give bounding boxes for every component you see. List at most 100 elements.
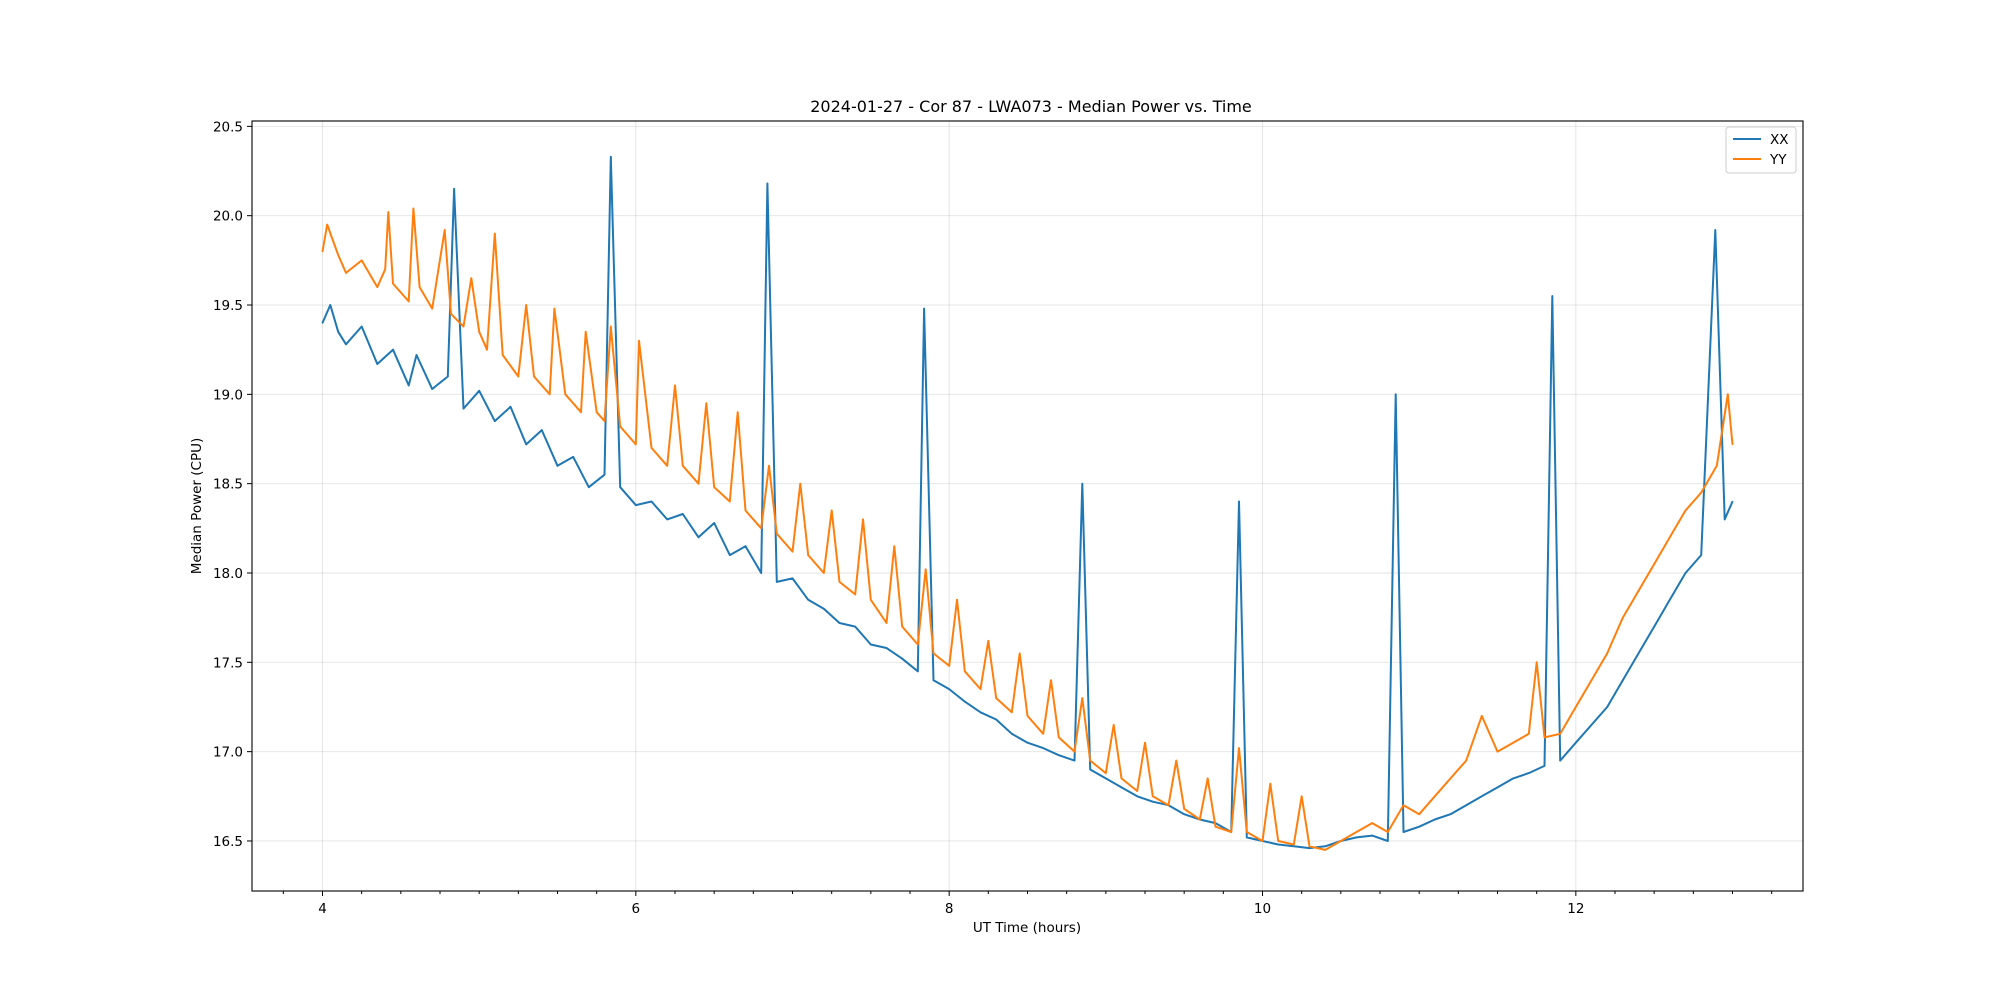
data-point-yy <box>360 259 363 262</box>
data-point-yy <box>321 250 324 253</box>
data-point-yy <box>1246 831 1248 833</box>
data-point-yy <box>893 545 896 547</box>
data-point-yy <box>1727 393 1729 396</box>
axis-ticks: 4 6 8 10 12 16.5 17.0 17.5 18.0 18.5 19.0 19.5 20.0 2… <box>213 119 1773 917</box>
data-point-yy <box>956 599 958 601</box>
data-point-xx <box>823 607 825 610</box>
data-point-yy <box>1050 679 1052 681</box>
data-point-xx <box>1465 804 1467 806</box>
data-point-xx <box>744 545 747 547</box>
data-point-yy <box>1324 849 1326 851</box>
data-point-xx <box>1528 772 1530 774</box>
data-point-yy <box>1355 831 1358 833</box>
data-point-xx <box>407 384 410 387</box>
data-point-xx <box>807 599 809 601</box>
data-point-xx <box>1089 768 1091 771</box>
y-tick-label: 20.0 <box>213 209 243 225</box>
data-point-xx <box>1590 724 1593 726</box>
data-point-xx <box>760 572 762 574</box>
data-point-xx <box>1606 706 1608 708</box>
data-point-xx <box>901 657 903 660</box>
data-point-yy <box>838 581 841 583</box>
data-point-yy <box>1512 741 1514 744</box>
y-tick-label: 16.5 <box>213 834 243 850</box>
data-point-yy <box>470 277 473 280</box>
data-point-yy <box>666 465 668 467</box>
data-point-yy <box>768 465 770 467</box>
data-point-yy <box>580 411 582 414</box>
data-point-xx <box>1434 818 1436 821</box>
data-point-xx <box>1026 741 1029 744</box>
data-point-yy <box>1042 733 1044 735</box>
data-point-xx <box>1042 747 1044 749</box>
data-point-xx <box>1058 754 1060 756</box>
data-point-xx <box>854 625 856 628</box>
data-point-xx <box>541 429 543 431</box>
x-axis-label: UT Time (hours) <box>973 920 1081 936</box>
data-point-yy <box>760 527 762 530</box>
data-point-xx <box>870 643 872 646</box>
data-point-yy <box>1277 840 1279 842</box>
data-point-xx <box>995 718 997 721</box>
data-point-yy <box>1481 715 1483 717</box>
data-point-yy <box>870 599 872 601</box>
data-point-yy <box>1387 831 1389 833</box>
data-point-yy <box>1105 772 1107 774</box>
data-point-yy <box>376 286 379 288</box>
x-tick-label: 6 <box>632 901 641 917</box>
data-point-xx <box>650 500 653 503</box>
data-point-yy <box>533 375 535 378</box>
data-point-yy <box>776 532 778 535</box>
data-point-yy <box>744 509 747 512</box>
data-point-xx <box>1714 229 1717 231</box>
data-point-yy <box>1449 777 1452 780</box>
data-point-yy <box>650 447 653 449</box>
data-point-xx <box>729 554 731 556</box>
data-point-yy <box>1081 697 1084 699</box>
data-point-xx <box>1371 834 1373 837</box>
data-point-yy <box>1293 843 1295 846</box>
plot-frame <box>251 120 1804 892</box>
data-point-yy <box>1575 706 1577 708</box>
data-point-xx <box>1700 554 1702 556</box>
data-point-yy <box>595 411 598 414</box>
data-point-yy <box>1112 724 1115 726</box>
data-point-xx <box>329 304 332 306</box>
data-point-xx <box>1120 786 1123 789</box>
data-point-xx <box>1512 777 1514 780</box>
data-point-yy <box>729 500 731 503</box>
data-point-xx <box>1183 813 1185 815</box>
data-point-yy <box>1716 465 1718 467</box>
y-tick-label: 20.5 <box>213 119 243 135</box>
data-point-xx <box>1277 843 1279 846</box>
data-point-yy <box>830 509 833 512</box>
data-point-yy <box>901 625 903 628</box>
data-point-xx <box>1496 786 1499 789</box>
data-point-yy <box>885 622 888 624</box>
data-point-yy <box>1606 652 1608 655</box>
data-point-yy <box>610 325 612 328</box>
data-point-yy <box>807 554 809 556</box>
data-point-yy <box>603 420 606 422</box>
x-tick-label: 4 <box>318 901 327 917</box>
data-point-yy <box>525 304 527 306</box>
data-point-xx <box>885 647 888 649</box>
y-axis-label: Median Power (CPU) <box>189 438 205 574</box>
data-point-xx <box>948 688 950 690</box>
data-point-yy <box>1175 759 1178 762</box>
data-point-xx <box>1136 795 1138 798</box>
data-point-yy <box>1496 750 1499 753</box>
data-point-xx <box>1402 831 1405 833</box>
data-point-xx <box>1387 840 1389 842</box>
data-point-yy <box>412 207 415 210</box>
data-point-yy <box>1731 443 1734 446</box>
data-point-yy <box>995 697 997 699</box>
data-point-yy <box>736 411 739 414</box>
series-points-yy <box>321 207 1734 851</box>
data-point-xx <box>1669 599 1671 601</box>
data-point-xx <box>635 504 637 506</box>
data-point-yy <box>1653 563 1655 565</box>
data-point-yy <box>478 331 481 333</box>
data-point-xx <box>1105 777 1107 780</box>
data-point-yy <box>862 518 864 521</box>
